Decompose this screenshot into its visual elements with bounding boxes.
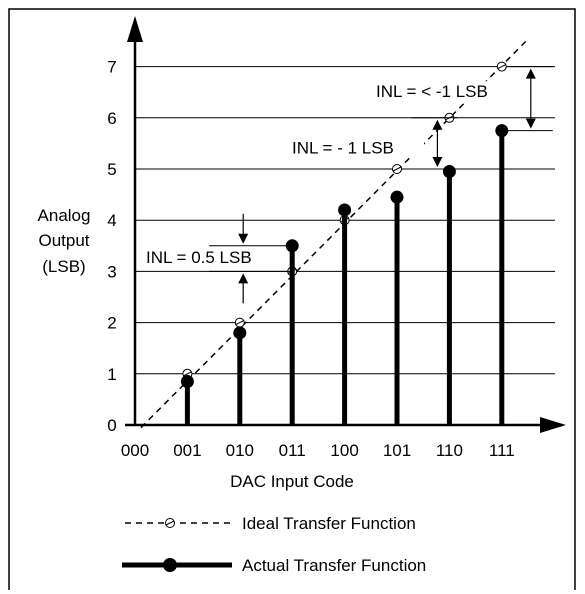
y-tick-label: 2	[107, 314, 116, 333]
inl-arrowhead	[238, 233, 249, 244]
x-tick-label: 011	[279, 441, 306, 460]
legend-actual-label: Actual Transfer Function	[242, 556, 426, 575]
y-tick-label: 6	[107, 109, 116, 128]
x-tick-labels: 000 001 010 011 100 101 110 111	[121, 441, 515, 460]
legend-ideal-marker-stroke	[165, 520, 175, 526]
y-axis-arrowhead	[127, 16, 143, 42]
y-tick-label: 7	[107, 58, 116, 77]
inl-label-3: INL = < -1 LSB	[376, 82, 488, 101]
y-tick-label: 4	[107, 211, 116, 230]
inl-arrowhead	[525, 118, 536, 129]
inl-label-2: INL = - 1 LSB	[292, 138, 394, 157]
y-tick-label: 3	[107, 262, 116, 281]
actual-point	[390, 190, 404, 204]
x-tick-label: 110	[436, 441, 463, 460]
x-axis-label: DAC Input Code	[230, 472, 354, 491]
x-tick-label: 100	[330, 441, 358, 460]
actual-point	[338, 203, 352, 217]
inl-arrowhead	[525, 68, 536, 79]
y-tick-labels: 0 1 2 3 4 5 6 7	[107, 58, 116, 435]
x-axis	[125, 417, 566, 433]
inl-annotation-3: INL = < -1 LSB	[372, 66, 553, 132]
y-tick-label: 5	[107, 160, 116, 179]
inl-arrowhead	[238, 273, 249, 284]
actual-point	[442, 165, 456, 179]
inl-label-1: INL = 0.5 LSB	[146, 248, 252, 267]
legend-actual: Actual Transfer Function	[122, 556, 426, 575]
ideal-line	[140, 37, 530, 429]
legend-actual-marker	[163, 558, 177, 572]
ideal-point	[392, 164, 402, 174]
inl-annotation-2: INL = - 1 LSB	[289, 117, 476, 170]
x-tick-label: 101	[383, 441, 411, 460]
ideal-point	[496, 61, 507, 72]
y-tick-label: 1	[107, 365, 116, 384]
x-axis-arrowhead	[540, 417, 566, 433]
ideal-point	[234, 317, 245, 328]
y-axis-label-line-3: (LSB)	[42, 257, 85, 276]
actual-point	[495, 124, 509, 138]
y-axis	[127, 16, 143, 425]
legend: Ideal Transfer Function Actual Transfer …	[122, 514, 426, 575]
x-tick-label: 010	[226, 441, 254, 460]
inl-arrowhead	[432, 157, 443, 167]
y-axis-label-line-2: Output	[38, 231, 89, 250]
legend-ideal-label: Ideal Transfer Function	[242, 514, 416, 533]
y-axis-label-line-1: Analog	[38, 206, 91, 225]
legend-ideal: Ideal Transfer Function	[125, 514, 416, 533]
inl-arrowhead	[432, 119, 443, 130]
actual-point	[180, 374, 194, 388]
x-tick-label: 001	[173, 441, 201, 460]
actual-point	[233, 326, 247, 340]
x-tick-label: 000	[121, 441, 149, 460]
inl-annotation-1: INL = 0.5 LSB	[143, 213, 293, 304]
inl-annotations: INL = 0.5 LSB INL = - 1 LSB INL = < -1 LSB	[143, 66, 553, 304]
figure-border	[8, 8, 576, 590]
actual-series	[180, 124, 509, 425]
x-tick-label: 111	[489, 441, 515, 460]
y-tick-label: 0	[107, 416, 116, 435]
